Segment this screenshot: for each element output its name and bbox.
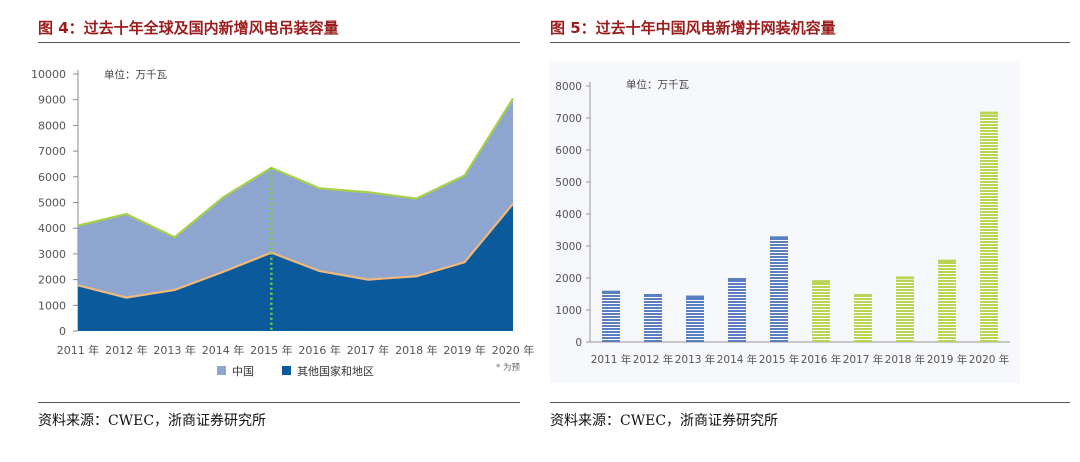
y-tick-label: 2000 <box>555 273 582 285</box>
y-tick-label: 6000 <box>38 171 66 184</box>
figure-5-title: 图 5：过去十年中国风电新增并网装机容量 <box>550 19 836 37</box>
bar-cap <box>980 111 998 115</box>
figure-4-title: 图 4：过去十年全球及国内新增风电吊装容量 <box>38 19 339 37</box>
legend-label-others: 其他国家和地区 <box>297 364 374 378</box>
figure-5-source: 资料来源：CWEC，浙商证券研究所 <box>550 413 779 429</box>
x-tick-label: 2013 年 <box>153 343 196 357</box>
figure-4-bottom-rule <box>38 402 520 403</box>
footnote: * 为预 <box>496 362 520 373</box>
x-tick-label: 2011 年 <box>591 353 632 366</box>
y-tick-label: 6000 <box>555 145 582 157</box>
y-tick-label: 0 <box>59 325 66 338</box>
bar <box>896 276 914 342</box>
bar <box>938 259 956 342</box>
legend-label-china: 中国 <box>232 365 254 378</box>
x-tick-label: 2020 年 <box>492 343 535 357</box>
x-tick-label: 2019 年 <box>443 343 486 357</box>
y-tick-label: 3000 <box>38 248 66 261</box>
figure-5-bar-chart: 0 1000 2000 3000 4000 5000 6000 7000 8000 单位：万千瓦 2… <box>550 61 1020 383</box>
figure-5-bottom-rule <box>550 402 1070 403</box>
figure-4-source: 资料来源：CWEC，浙商证券研究所 <box>38 413 267 429</box>
bar <box>770 236 788 342</box>
y-tick-label: 1000 <box>555 305 582 317</box>
y-tick-label: 5000 <box>555 177 582 189</box>
y-tick-label: 3000 <box>555 241 582 253</box>
x-tick-label: 2017 年 <box>843 353 884 366</box>
bar-cap <box>686 295 704 299</box>
x-tick-label: 2018 年 <box>885 353 926 366</box>
y-tick-label: 2000 <box>38 274 66 287</box>
series-line-others <box>77 203 514 299</box>
figure-4-top-rule <box>38 42 520 43</box>
x-tick-label: 2013 年 <box>675 353 716 366</box>
bar-cap <box>896 276 914 280</box>
y-tick-label: 1000 <box>38 299 66 312</box>
y-tick-label: 10000 <box>31 68 66 81</box>
bar <box>812 280 830 342</box>
figure-5-top-rule <box>550 42 1070 43</box>
y-tick-label: 7000 <box>555 113 582 125</box>
y-tick-label: 9000 <box>38 94 66 107</box>
bar-cap <box>770 236 788 240</box>
y-tick-label: 0 <box>575 337 582 349</box>
figure-4-panel: 图 4：过去十年全球及国内新增风电吊装容量 0 1000 2000 3000 4000 5… <box>31 19 535 429</box>
series-area-china <box>78 98 513 331</box>
bar-cap <box>728 278 746 281</box>
bar <box>602 290 620 342</box>
bar <box>854 294 872 342</box>
bar <box>980 111 998 342</box>
y-tick-label: 8000 <box>38 119 66 132</box>
x-tick-label: 2014 年 <box>717 353 758 366</box>
x-tick-label: 2011 年 <box>57 343 100 357</box>
x-tick-label: 2017 年 <box>347 343 390 357</box>
bar <box>644 294 662 342</box>
figure-5-panel: 图 5：过去十年中国风电新增并网装机容量 0 1000 2000 3000 4000 50… <box>540 0 1080 462</box>
y-tick-label: 5000 <box>38 197 66 210</box>
x-tick-label: 2016 年 <box>801 353 842 366</box>
figure-4-area-chart: 0 1000 2000 3000 4000 5000 6000 7000 8000 9000 100… <box>31 68 535 378</box>
x-tick-label: 2019 年 <box>927 353 968 366</box>
bar <box>686 295 704 342</box>
x-tick-label: 2015 年 <box>250 343 293 357</box>
bar-cap <box>602 290 620 294</box>
bar-cap <box>812 280 830 284</box>
x-tick-label: 2016 年 <box>298 343 341 357</box>
series-line-china <box>77 97 514 239</box>
x-tick-label: 2012 年 <box>105 343 148 357</box>
x-tick-label: 2018 年 <box>395 343 438 357</box>
unit-label: 单位：万千瓦 <box>104 68 167 81</box>
y-tick-label: 4000 <box>38 222 66 235</box>
legend-swatch-china <box>217 366 226 375</box>
legend-swatch-others <box>282 366 291 375</box>
bar-cap <box>938 259 956 263</box>
x-tick-label: 2020 年 <box>969 353 1010 366</box>
bar-cap <box>854 294 872 297</box>
y-tick-label: 8000 <box>555 81 582 93</box>
y-tick-label: 4000 <box>555 209 582 221</box>
bar-cap <box>644 294 662 297</box>
y-tick-label: 7000 <box>38 145 66 158</box>
series-area-others <box>78 203 513 331</box>
x-tick-label: 2014 年 <box>202 343 245 357</box>
unit-label: 单位：万千瓦 <box>626 78 689 91</box>
x-tick-label: 2012 年 <box>633 353 674 366</box>
bar <box>728 278 746 342</box>
x-tick-label: 2015 年 <box>759 353 800 366</box>
